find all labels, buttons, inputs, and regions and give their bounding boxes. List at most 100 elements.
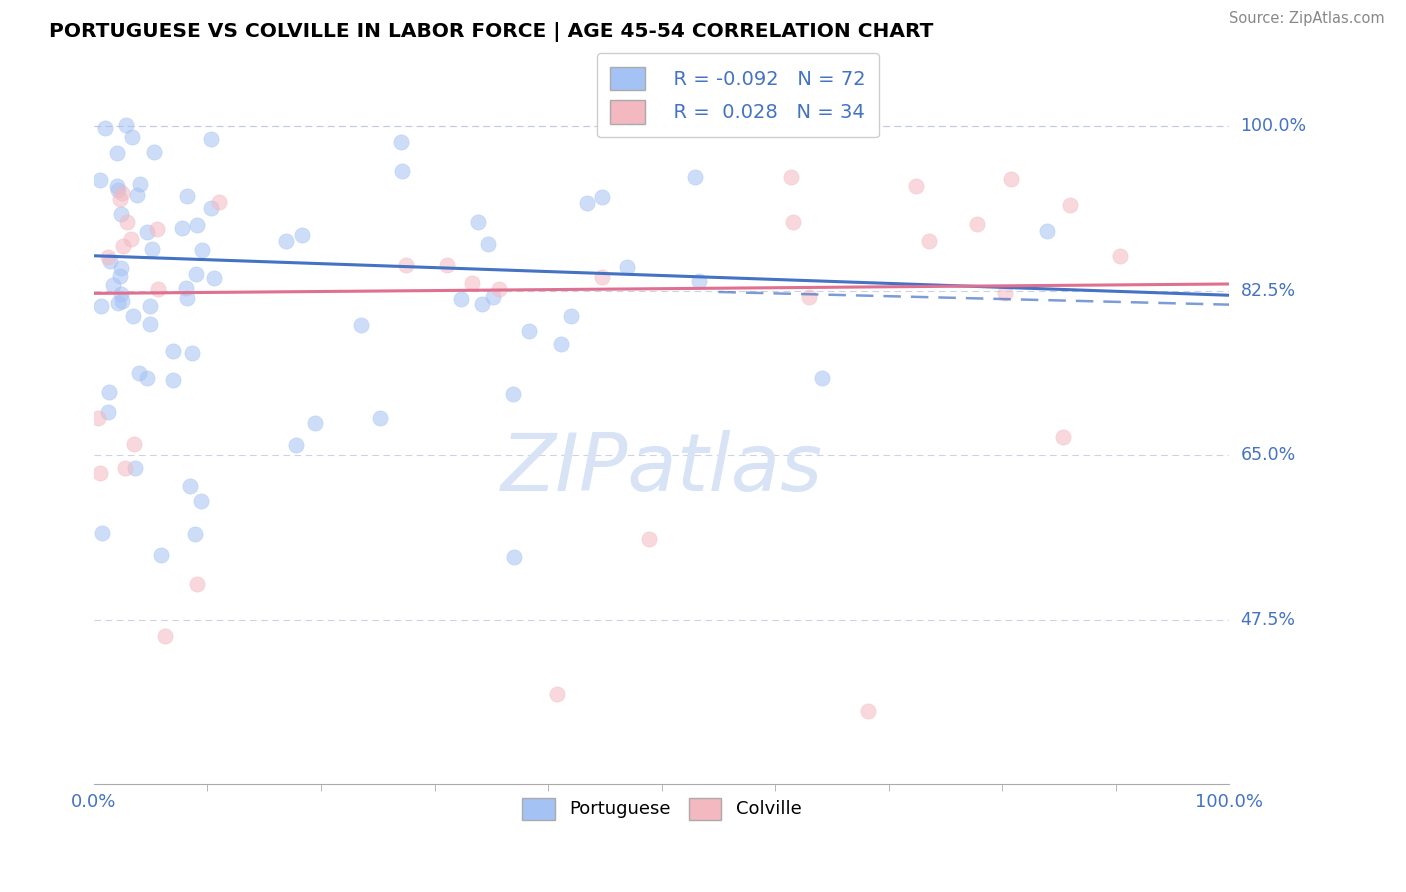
Point: [146, 282, 169, 296]
Point: [97, 250, 120, 264]
Point: [208, 195, 231, 210]
Point: [782, 215, 804, 229]
Point: [179, 478, 201, 492]
Point: [291, 227, 314, 242]
Point: [477, 236, 499, 251]
Point: [389, 135, 412, 149]
Point: [101, 278, 124, 293]
Point: [994, 285, 1017, 300]
Point: [121, 130, 143, 145]
Point: [170, 220, 193, 235]
Point: [114, 118, 136, 132]
Point: [153, 629, 176, 643]
Point: [162, 344, 184, 359]
Point: [904, 178, 927, 193]
Point: [191, 244, 214, 258]
Point: [918, 235, 941, 249]
Point: [560, 309, 582, 323]
Point: [450, 292, 472, 306]
Point: [107, 183, 129, 197]
Point: [89, 467, 111, 481]
Point: [779, 170, 801, 185]
Point: [799, 290, 821, 304]
Point: [105, 145, 128, 160]
Point: [1036, 224, 1059, 238]
Point: [139, 317, 162, 331]
Point: [176, 188, 198, 202]
Point: [120, 232, 142, 246]
Text: 82.5%: 82.5%: [1240, 282, 1296, 300]
Point: [685, 170, 707, 185]
Point: [97, 404, 120, 418]
Point: [149, 548, 172, 562]
Point: [110, 286, 132, 301]
Text: ZIPatlas: ZIPatlas: [501, 430, 823, 508]
Point: [481, 290, 503, 304]
Point: [87, 411, 110, 425]
Point: [471, 297, 494, 311]
Point: [350, 318, 373, 332]
Point: [90, 299, 112, 313]
Text: PORTUGUESE VS COLVILLE IN LABOR FORCE | AGE 45-54 CORRELATION CHART: PORTUGUESE VS COLVILLE IN LABOR FORCE | …: [49, 22, 934, 42]
Point: [637, 533, 659, 547]
Point: [460, 276, 482, 290]
Point: [856, 704, 879, 718]
Point: [110, 206, 132, 220]
Point: [129, 177, 152, 191]
Point: [391, 164, 413, 178]
Point: [186, 219, 208, 233]
Point: [135, 370, 157, 384]
Point: [546, 687, 568, 701]
Point: [688, 274, 710, 288]
Point: [488, 281, 510, 295]
Point: [110, 260, 132, 275]
Point: [285, 438, 308, 452]
Point: [200, 132, 222, 146]
Point: [122, 309, 145, 323]
Point: [108, 192, 131, 206]
Point: [370, 411, 392, 425]
Point: [616, 260, 638, 274]
Point: [181, 346, 204, 360]
Point: [111, 186, 134, 201]
Point: [1052, 430, 1074, 444]
Point: [204, 271, 226, 285]
Point: [503, 549, 526, 564]
Point: [1059, 197, 1081, 211]
Point: [110, 294, 132, 309]
Text: Source: ZipAtlas.com: Source: ZipAtlas.com: [1229, 11, 1385, 26]
Point: [127, 187, 149, 202]
Point: [122, 436, 145, 450]
Point: [89, 172, 111, 186]
Point: [162, 373, 184, 387]
Text: 100.0%: 100.0%: [1240, 117, 1306, 135]
Point: [519, 324, 541, 338]
Point: [591, 190, 613, 204]
Point: [186, 576, 208, 591]
Point: [467, 214, 489, 228]
Point: [1109, 249, 1132, 263]
Point: [97, 385, 120, 400]
Point: [810, 371, 832, 385]
Point: [98, 253, 121, 268]
Point: [128, 366, 150, 380]
Legend: Portuguese, Colville: Portuguese, Colville: [515, 790, 808, 827]
Point: [117, 215, 139, 229]
Point: [136, 225, 159, 239]
Point: [176, 281, 198, 295]
Point: [141, 243, 163, 257]
Point: [142, 145, 165, 159]
Point: [550, 336, 572, 351]
Point: [395, 258, 418, 272]
Point: [304, 416, 326, 430]
Point: [200, 201, 222, 215]
Point: [502, 386, 524, 401]
Point: [274, 234, 297, 248]
Point: [184, 527, 207, 541]
Point: [591, 269, 613, 284]
Point: [145, 221, 167, 235]
Point: [966, 217, 988, 231]
Point: [139, 299, 162, 313]
Point: [90, 525, 112, 540]
Point: [94, 120, 117, 135]
